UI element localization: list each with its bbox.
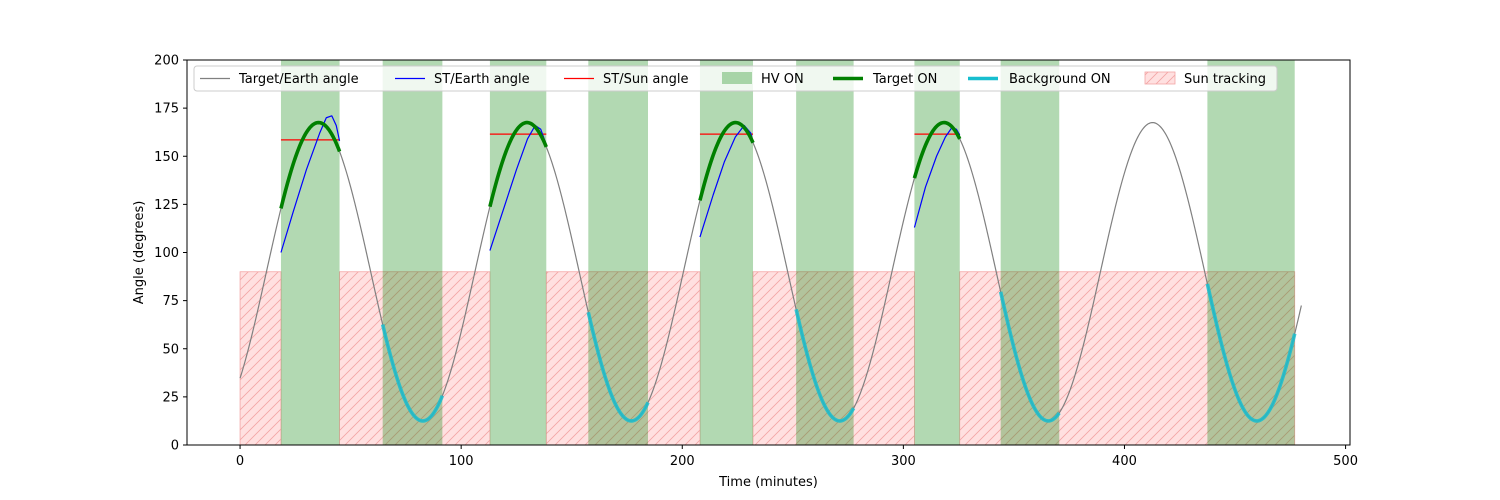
plot-area xyxy=(239,60,1302,445)
hv-on-layer xyxy=(280,60,1295,445)
y-tick-label: 175 xyxy=(154,102,179,117)
legend-item-hv-on: HV ON xyxy=(722,72,804,87)
x-tick-label: 200 xyxy=(670,454,695,469)
y-tick-label: 75 xyxy=(162,294,179,309)
background-on-segment xyxy=(1205,283,1297,423)
legend-label: ST/Earth angle xyxy=(434,72,530,87)
hv-on-span xyxy=(699,60,754,445)
y-axis-title: Angle (degrees) xyxy=(132,201,147,305)
background-on-segment xyxy=(998,291,1061,423)
hv-on-span xyxy=(588,60,648,445)
background-on-segment xyxy=(380,324,445,423)
background-on-segment xyxy=(794,308,856,423)
legend-item-st-sun: ST/Sun angle xyxy=(564,72,689,87)
y-tick-label: 125 xyxy=(154,198,179,213)
legend-label: HV ON xyxy=(761,72,804,87)
legend-label: Target/Earth angle xyxy=(238,72,359,87)
y-tick-label: 200 xyxy=(154,54,179,69)
hv-on-span xyxy=(796,60,854,445)
legend: Target/Earth angle ST/Earth angle ST/Sun… xyxy=(193,65,1278,92)
y-tick-label: 0 xyxy=(171,439,179,454)
st-earth-line xyxy=(489,124,547,251)
hv-on-span xyxy=(914,60,960,445)
y-tick-label: 25 xyxy=(162,390,179,405)
target-on-segment xyxy=(488,120,548,208)
legend-label: Target ON xyxy=(872,72,937,87)
legend-item-target-earth: Target/Earth angle xyxy=(200,72,359,87)
st-earth-line xyxy=(913,126,961,228)
hv-on-span xyxy=(382,60,443,445)
y-tick-label: 150 xyxy=(154,150,179,165)
x-tick-label: 100 xyxy=(449,454,474,469)
legend-label: ST/Sun angle xyxy=(603,72,689,87)
legend-item-st-earth: ST/Earth angle xyxy=(395,72,530,87)
background-on-segment xyxy=(586,311,650,423)
legend-label: Background ON xyxy=(1009,72,1111,87)
y-tick-label: 100 xyxy=(154,246,179,261)
hv-on-span xyxy=(1000,60,1060,445)
hv-on-span xyxy=(489,60,547,445)
st-earth-line xyxy=(699,124,754,238)
x-axis: 0 100 200 300 400 500 xyxy=(236,445,1358,469)
target-on-segment xyxy=(698,120,755,201)
x-tick-label: 300 xyxy=(891,454,916,469)
hv-on-span xyxy=(280,60,340,445)
legend-item-background-on: Background ON xyxy=(968,72,1111,87)
x-axis-title: Time (minutes) xyxy=(718,475,818,490)
legend-frame xyxy=(193,65,1278,92)
legend-item-target-on: Target ON xyxy=(833,72,937,87)
target-on-segment xyxy=(279,120,342,209)
hv-on-span xyxy=(1207,60,1295,445)
x-tick-label: 400 xyxy=(1112,454,1137,469)
legend-label: Sun tracking xyxy=(1184,72,1266,87)
x-tick-label: 500 xyxy=(1333,454,1358,469)
legend-item-sun-tracking: Sun tracking xyxy=(1144,71,1266,87)
x-tick-label: 0 xyxy=(236,454,244,469)
series-lines-layer xyxy=(239,115,1302,423)
y-axis: 0 25 50 75 100 125 150 175 200 xyxy=(154,54,187,454)
y-tick-label: 50 xyxy=(162,342,179,357)
target-on-segment xyxy=(912,120,962,179)
